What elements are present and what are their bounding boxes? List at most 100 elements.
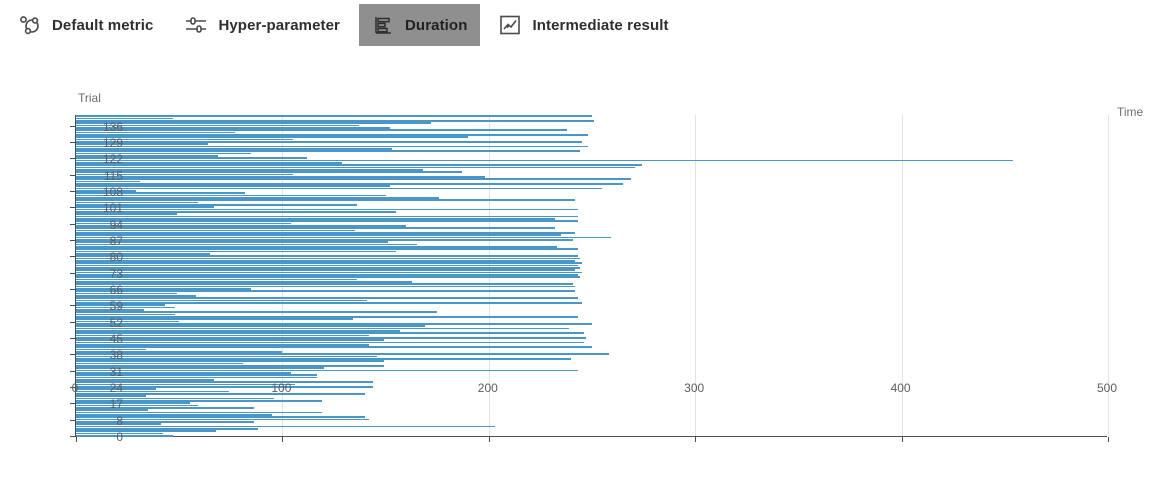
duration-bar	[76, 360, 384, 362]
duration-bar	[76, 260, 576, 262]
duration-bar	[76, 127, 390, 129]
x-axis-label: 400	[890, 381, 911, 395]
duration-bar	[76, 337, 586, 339]
duration-bar	[76, 206, 215, 208]
duration-bar	[76, 136, 469, 138]
duration-bar	[76, 409, 149, 411]
y-axis-tick	[70, 305, 75, 307]
duration-bar	[76, 262, 582, 264]
duration-bar	[76, 213, 178, 215]
y-axis-label: 115	[103, 168, 123, 183]
scatter-metric-icon	[19, 14, 41, 36]
duration-bar	[76, 267, 580, 269]
duration-bar	[76, 288, 252, 290]
duration-bar	[76, 166, 636, 169]
duration-bar	[76, 292, 178, 295]
duration-bar	[76, 374, 318, 376]
duration-bar	[76, 297, 578, 299]
duration-bar	[76, 323, 592, 325]
tab-hyper-parameter[interactable]: Hyper-parameter	[172, 4, 353, 46]
duration-bar	[76, 171, 462, 173]
chart-tabbar: Default metric Hyper-parameter	[6, 4, 1162, 46]
tab-label: Default metric	[52, 16, 154, 34]
duration-bar	[76, 376, 318, 379]
duration-bar	[76, 325, 425, 327]
y-axis-label: 94	[109, 217, 123, 232]
duration-bar	[76, 430, 217, 432]
duration-bar	[76, 278, 357, 281]
x-axis-tick	[488, 437, 490, 442]
duration-bar	[76, 393, 365, 395]
y-axis-label: 108	[102, 184, 123, 199]
x-axis-tick	[76, 437, 77, 442]
duration-bar	[76, 400, 322, 402]
duration-bar	[76, 351, 283, 353]
duration-bar	[76, 243, 417, 246]
duration-bar	[76, 257, 580, 260]
y-axis-label: 0	[116, 429, 123, 444]
y-axis-tick	[70, 256, 75, 258]
y-axis-label: 31	[109, 364, 123, 379]
duration-bar	[76, 404, 198, 407]
duration-bar	[76, 199, 576, 201]
duration-bar	[76, 435, 173, 437]
duration-bar	[76, 274, 578, 276]
duration-bar	[76, 281, 413, 283]
duration-bar	[76, 425, 495, 428]
duration-bar	[76, 159, 1014, 162]
duration-bar	[76, 222, 291, 225]
y-axis-label: 87	[109, 233, 123, 248]
duration-bar	[76, 379, 215, 381]
duration-bar	[76, 299, 368, 302]
duration-bar	[76, 129, 568, 131]
duration-bar	[76, 115, 592, 117]
y-axis-tick	[70, 190, 75, 192]
duration-bar	[76, 192, 246, 194]
duration-bar	[76, 264, 578, 267]
y-axis-label: 59	[109, 299, 123, 314]
y-axis-label: 45	[109, 331, 123, 346]
duration-bar	[76, 220, 578, 222]
x-axis-label: 0	[71, 381, 79, 395]
y-axis-label: 122	[102, 152, 123, 167]
duration-bar	[76, 236, 611, 239]
x-axis-title: Time	[1117, 105, 1144, 119]
x-axis-label: 200	[477, 381, 498, 395]
tab-intermediate-result[interactable]: Intermediate result	[486, 4, 681, 46]
duration-bar	[76, 320, 180, 323]
duration-bar	[76, 145, 588, 148]
duration-bar	[76, 334, 370, 337]
duration-bar	[76, 414, 273, 416]
duration-bar	[76, 290, 576, 292]
duration-bar	[76, 407, 254, 409]
duration-bar	[76, 313, 176, 316]
duration-bar	[76, 124, 359, 127]
tab-default-metric[interactable]: Default metric	[6, 4, 166, 46]
gridline-x-400	[901, 115, 903, 436]
duration-bar	[76, 283, 574, 285]
duration-bar	[76, 367, 324, 369]
tab-duration[interactable]: Duration	[359, 4, 481, 46]
duration-bar	[76, 248, 578, 250]
duration-chart: Trial 0 8 17 24 31 38 45 52 59 66 73 80 87 94 101 108 11…	[0, 50, 1162, 489]
duration-plot-area[interactable]	[70, 115, 1109, 442]
duration-bar	[76, 271, 582, 274]
duration-bar	[76, 122, 431, 124]
y-axis-tick	[70, 321, 75, 323]
duration-bar	[76, 208, 578, 211]
x-axis-tick	[695, 437, 697, 442]
duration-bar	[76, 341, 584, 344]
y-axis-tick	[70, 386, 75, 388]
duration-bar	[76, 162, 343, 164]
duration-bar	[76, 383, 295, 386]
y-axis-label: 73	[109, 266, 123, 281]
duration-bar	[76, 358, 572, 360]
duration-bar	[76, 138, 293, 141]
duration-bar	[76, 194, 386, 197]
duration-bar	[76, 311, 438, 313]
duration-bar	[76, 141, 582, 143]
duration-bar	[76, 421, 254, 423]
tab-label: Duration	[405, 16, 468, 34]
duration-bar	[76, 318, 353, 320]
